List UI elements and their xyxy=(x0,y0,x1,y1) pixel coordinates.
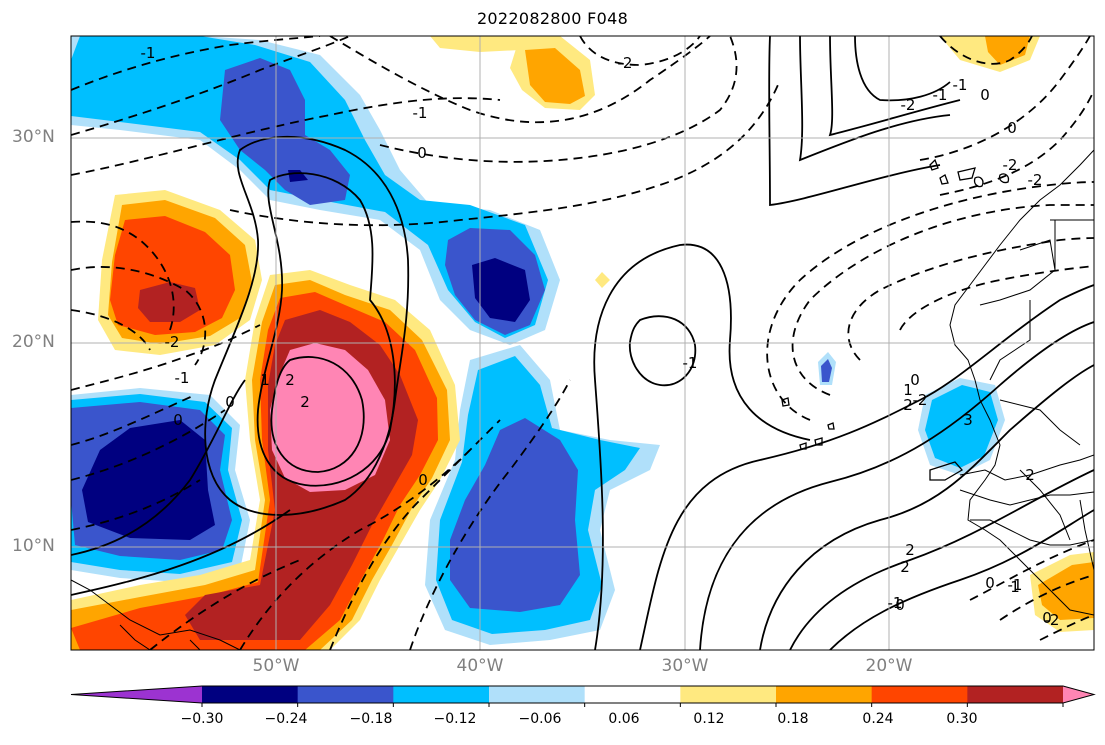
contour-label: 1 xyxy=(1010,578,1020,596)
contour-lines xyxy=(71,36,1094,650)
contour-label: -1 xyxy=(175,369,190,387)
contour-label: 2 xyxy=(903,396,913,414)
contour-label: -2 xyxy=(1045,611,1060,629)
contour-label: 0 xyxy=(980,86,990,104)
colorbar-extend-low xyxy=(71,686,202,703)
contour-label: 2 xyxy=(905,541,915,559)
contour-label: -1 xyxy=(413,104,428,122)
contour-label: 0 xyxy=(418,471,428,489)
contour-label: -2 xyxy=(901,96,916,114)
colorbar-tick-label: −0.06 xyxy=(518,711,562,727)
colorbar-tick-label: 0.12 xyxy=(693,711,725,727)
colorbar-tick-label: 0.24 xyxy=(862,711,894,727)
colorbar-tick-label: 0.06 xyxy=(608,711,640,727)
contour-label: -2 xyxy=(618,54,633,72)
contour-label: 1 xyxy=(903,381,913,399)
colorbar-extend-high xyxy=(1063,686,1094,703)
map-title: 2022082800 F048 xyxy=(476,9,629,28)
contour-label: -2 xyxy=(913,391,928,409)
lat-label-30n: 30°N xyxy=(12,127,55,147)
contour-label: -1 xyxy=(953,76,968,94)
colorbar-segment xyxy=(871,686,968,703)
contour-label: -1 xyxy=(1008,576,1023,594)
colorbar-segment xyxy=(584,686,681,703)
colorbar-tick-label: −0.12 xyxy=(433,711,477,727)
contour-label: -1 xyxy=(888,594,903,612)
contour-label: 0 xyxy=(1007,119,1017,137)
contour-label: 2 xyxy=(300,393,310,411)
colorbar-tick-label: 0.30 xyxy=(946,711,978,727)
contour-label: 0 xyxy=(225,393,235,411)
colorbar-tick-label: 0.18 xyxy=(777,711,809,727)
contour-label: -2 xyxy=(165,333,180,351)
shaded-field xyxy=(71,36,1094,650)
lon-label-50w: 50°W xyxy=(252,656,300,676)
coastlines xyxy=(71,149,1094,650)
colorbar-segment xyxy=(489,686,586,703)
contour-label: 0 xyxy=(895,596,905,614)
lat-label-10n: 10°N xyxy=(12,536,55,556)
contour-label: 1 xyxy=(260,371,270,389)
contour-labels: -1-2-10-222-100-1-2-2-110-2-1 02 -20102-10… xyxy=(141,44,1060,629)
contour-label: -1 xyxy=(141,44,156,62)
colorbar-segment xyxy=(680,686,777,703)
colorbar-tick-label: −0.18 xyxy=(349,711,393,727)
colorbar-segment xyxy=(967,686,1064,703)
contour-label: 0 xyxy=(1042,609,1052,627)
gridlines xyxy=(71,36,1094,650)
lon-label-40w: 40°W xyxy=(456,656,504,676)
lon-label-30w: 30°W xyxy=(661,656,709,676)
contour-label: 2 xyxy=(1025,466,1035,484)
colorbar xyxy=(70,685,1096,707)
colorbar-segment xyxy=(297,686,394,703)
map-frame xyxy=(70,35,1095,651)
contour-label: 0 xyxy=(417,144,427,162)
colorbar-segment xyxy=(393,686,490,703)
contour-label: 0 xyxy=(173,411,183,429)
colorbar-tick-label: −0.24 xyxy=(264,711,308,727)
contour-label: 0 xyxy=(985,574,995,592)
contour-label: 2 xyxy=(285,371,295,389)
contour-label: -1 xyxy=(683,354,698,372)
contour-label: -2 xyxy=(1028,171,1043,189)
colorbar-segment xyxy=(202,686,299,703)
contour-label: 3 xyxy=(963,411,973,429)
lat-label-20n: 20°N xyxy=(12,332,55,352)
contour-label: -1 xyxy=(933,86,948,104)
contour-label: 2 xyxy=(900,558,910,576)
colorbar-segment xyxy=(776,686,873,703)
contour-label: -2 xyxy=(1003,156,1018,174)
lon-label-20w: 20°W xyxy=(865,656,913,676)
contour-label: 0 xyxy=(910,371,920,389)
colorbar-tick-label: −0.30 xyxy=(180,711,224,727)
